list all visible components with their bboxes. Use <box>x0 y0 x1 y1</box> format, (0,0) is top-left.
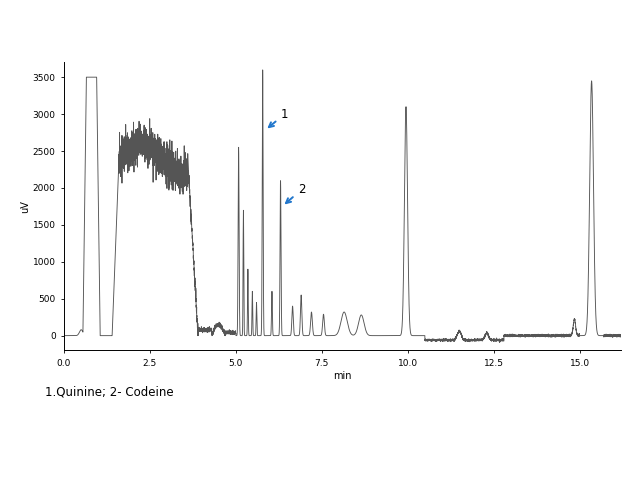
X-axis label: min: min <box>333 371 351 381</box>
Text: 2: 2 <box>286 183 305 203</box>
Text: 1: 1 <box>269 108 288 127</box>
Y-axis label: uV: uV <box>20 200 30 213</box>
Text: 1.Quinine; 2- Codeine: 1.Quinine; 2- Codeine <box>45 385 173 398</box>
